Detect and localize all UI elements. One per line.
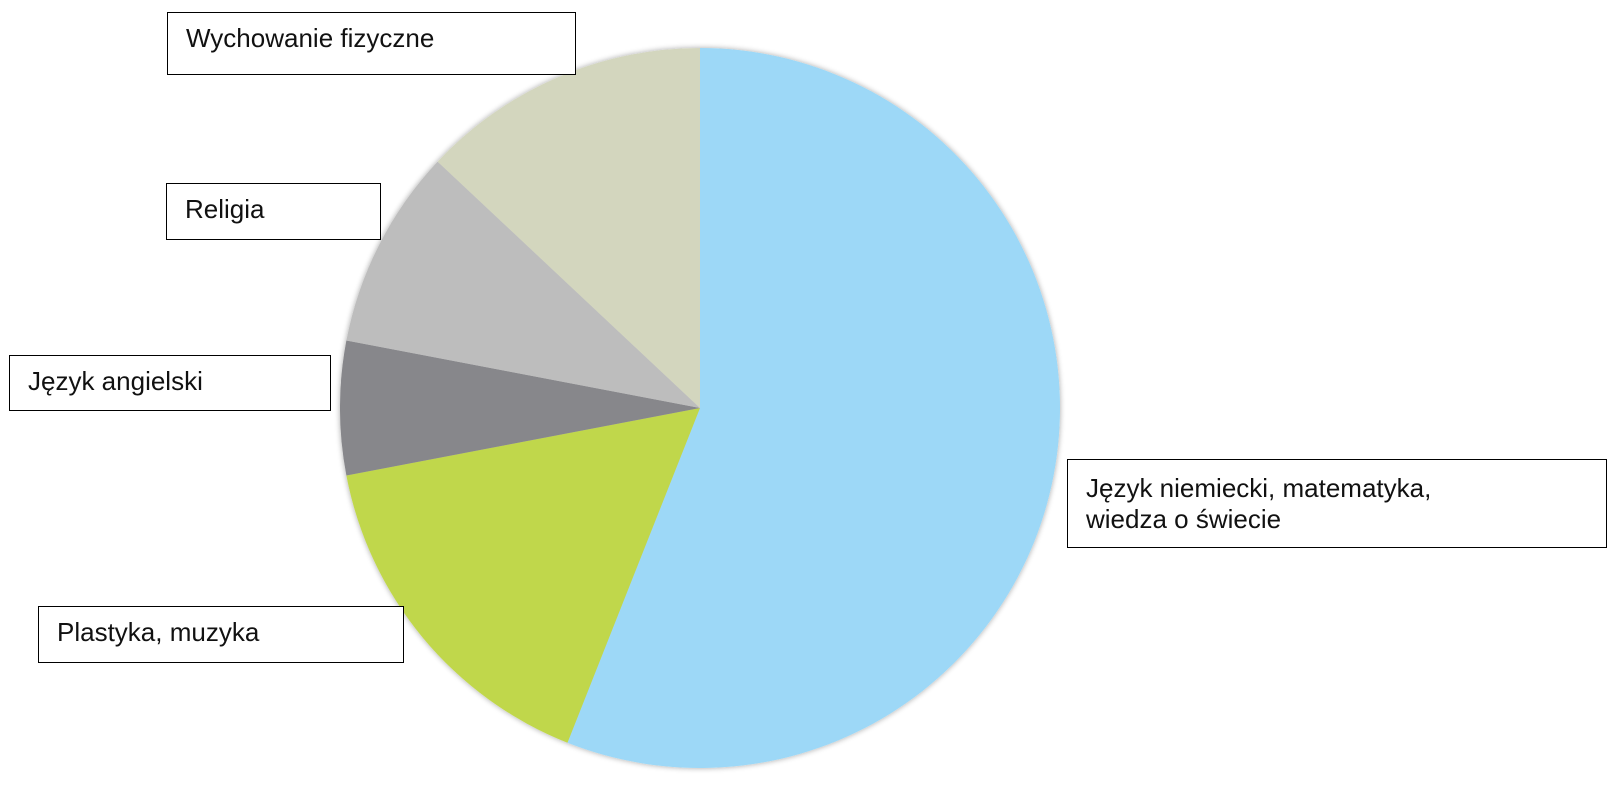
slice-label-jezyk-niemiecki-matematyka-wiedza-o-swiecie: Język niemiecki, matematyka, wiedza o św… bbox=[1067, 459, 1607, 548]
pie-slice-religia bbox=[346, 161, 700, 408]
pie-slice-plastyka-muzyka bbox=[346, 408, 700, 743]
slice-label-jezyk-angielski: Język angielski bbox=[9, 355, 331, 411]
pie-slices bbox=[340, 48, 1060, 768]
pie-slice-jezyk-angielski bbox=[340, 340, 700, 476]
slice-label-wychowanie-fizyczne: Wychowanie fizyczne bbox=[167, 12, 576, 75]
slice-label-plastyka-muzyka: Plastyka, muzyka bbox=[38, 606, 404, 663]
slice-label-religia: Religia bbox=[166, 183, 381, 240]
pie-slice-wychowanie-fizyczne bbox=[437, 48, 700, 408]
pie-slice-jezyk-niemiecki-matematyka-wiedza-o-swiecie bbox=[567, 48, 1060, 768]
